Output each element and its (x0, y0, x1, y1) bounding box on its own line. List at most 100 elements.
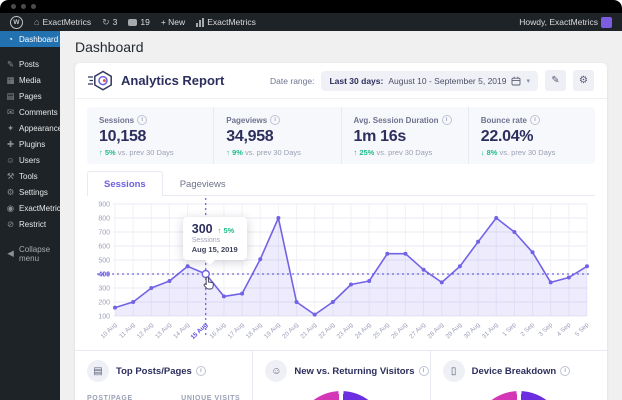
svg-text:100: 100 (98, 313, 110, 320)
sidebar-item-posts[interactable]: ✎ Posts (0, 56, 60, 72)
sidebar-item-pages[interactable]: ▤ Pages (0, 88, 60, 104)
sidebar-item-settings[interactable]: ⚙ Settings (0, 184, 60, 200)
exactmetrics-icon: ◉ (6, 202, 15, 213)
site-menu[interactable]: ⌂ ExactMetrics (34, 17, 91, 27)
sidebar-item-label: ExactMetrics (19, 203, 65, 213)
info-icon[interactable]: i (137, 115, 148, 125)
updates-count: 3 (112, 17, 118, 27)
sidebar-item-exactmetrics[interactable]: ◉ ExactMetrics (0, 200, 65, 216)
collapse-icon: ◀ (7, 248, 14, 259)
panel-title: Top Posts/Pages i (116, 366, 206, 377)
howdy-label: Howdy, ExactMetrics (519, 17, 598, 27)
stat-value: 1m 16s (353, 128, 407, 145)
media-icon: ▦ (6, 74, 15, 85)
date-range-preset: Last 30 days: (329, 75, 384, 86)
home-icon: ⌂ (34, 16, 40, 27)
stat-card-sessions: Sessions i 10,158 ↑ 5% vs. prev 30 Days (87, 107, 213, 164)
people-icon: ☺ (265, 360, 288, 382)
device-icon: ▯ (442, 360, 465, 382)
stat-value: 10,158 (99, 128, 147, 145)
svg-text:200: 200 (98, 299, 110, 306)
sidebar-item-label: Tools (19, 171, 38, 181)
new-content-menu[interactable]: + New (161, 17, 185, 27)
appearance-icon: ✦ (6, 122, 15, 133)
sidebar-item-label: Posts (19, 59, 40, 69)
svg-text:25 Aug: 25 Aug (372, 321, 391, 340)
exactmetrics-admin-menu[interactable]: ExactMetrics (196, 17, 256, 27)
panel-top-posts-pages: ▤ Top Posts/Pages i POST/PAGE UNIQUE VISITS (75, 351, 252, 400)
svg-text:16 Aug: 16 Aug (209, 321, 228, 340)
svg-text:400: 400 (98, 271, 110, 278)
admin-bar: W ⌂ ExactMetrics ↻ 3 19 + New ExactMetrics… (0, 13, 622, 31)
stat-value: 22.04% (480, 128, 534, 145)
svg-text:900: 900 (98, 201, 110, 208)
comments-count: 19 (140, 17, 150, 27)
tab-sessions[interactable]: Sessions (87, 171, 163, 197)
sidebar-item-users[interactable]: ☺ Users (0, 152, 60, 168)
panel-title: New vs. Returning Visitors i (294, 366, 429, 377)
settings-icon: ⚙ (6, 186, 15, 197)
svg-text:600: 600 (98, 243, 110, 250)
svg-text:21 Aug: 21 Aug (299, 321, 318, 340)
stat-card-pageviews: Pageviews i 34,958 ↑ 9% vs. prev 30 Days (213, 107, 340, 164)
sidebar-item-comments[interactable]: ✉ Comments (0, 104, 60, 120)
updates-menu[interactable]: ↻ 3 (102, 17, 117, 27)
comments-menu[interactable]: 19 (128, 17, 150, 27)
svg-text:22 Aug: 22 Aug (317, 321, 336, 340)
svg-text:5 Sep: 5 Sep (574, 321, 591, 338)
stat-delta: ↑ 5% vs. prev 30 Days (99, 148, 174, 157)
analytics-report-card: Analytics Report Date range: Last 30 day… (75, 63, 607, 400)
stat-card-bounce-rate: Bounce rate i 22.04% ↓ 8% vs. prev 30 Days (467, 107, 595, 164)
edit-report-button[interactable]: ✎ (545, 70, 566, 91)
info-icon[interactable]: i (441, 115, 452, 125)
date-range-label: Date range: (270, 75, 315, 86)
wp-logo-menu[interactable]: W (10, 15, 23, 29)
howdy-menu[interactable]: Howdy, ExactMetrics (519, 16, 612, 28)
info-icon[interactable]: i (270, 115, 281, 125)
svg-text:24 Aug: 24 Aug (354, 321, 373, 340)
sidebar-item-appearance[interactable]: ✦ Appearance (0, 120, 62, 136)
site-name: ExactMetrics (42, 17, 92, 27)
svg-text:800: 800 (98, 215, 110, 222)
page-title: Dashboard (75, 39, 144, 55)
tools-icon: ⚒ (6, 170, 15, 181)
svg-text:17 Aug: 17 Aug (227, 321, 246, 340)
info-icon[interactable]: i (418, 366, 429, 376)
sidebar-item-label: Users (19, 155, 40, 165)
bar-chart-icon (196, 17, 205, 27)
svg-text:3 Sep: 3 Sep (538, 321, 555, 338)
sidebar-item-label: Settings (19, 187, 48, 197)
column-header-unique-visits: UNIQUE VISITS (181, 395, 241, 400)
svg-text:300: 300 (98, 285, 110, 292)
svg-text:14 Aug: 14 Aug (172, 321, 191, 340)
posts-icon: ✎ (6, 58, 15, 69)
sidebar-item-tools[interactable]: ⚒ Tools (0, 168, 60, 184)
report-settings-button[interactable]: ⚙ (573, 70, 594, 91)
svg-text:2 Sep: 2 Sep (519, 321, 536, 338)
date-range-picker[interactable]: Last 30 days: August 10 - September 5, 2… (321, 70, 538, 91)
sidebar-item-collapse-menu[interactable]: ◀ Collapse menu (0, 241, 60, 266)
info-icon[interactable]: i (195, 366, 206, 376)
exactmetrics-label: ExactMetrics (207, 17, 256, 27)
tab-pageviews[interactable]: Pageviews (179, 179, 226, 190)
info-icon[interactable]: i (560, 366, 571, 376)
info-icon[interactable]: i (529, 115, 540, 125)
stat-label: Avg. Session Duration (353, 115, 439, 125)
sidebar-item-plugins[interactable]: ✚ Plugins (0, 136, 60, 152)
chart-tabs: Sessions Pageviews (87, 170, 595, 197)
window-control-dot[interactable] (31, 4, 36, 9)
svg-text:28 Aug: 28 Aug (426, 321, 445, 340)
window-control-dot[interactable] (21, 4, 26, 9)
svg-text:26 Aug: 26 Aug (390, 321, 409, 340)
sessions-line-chart[interactable]: 100 200 300 400 500 600 700 800 900 10 Aug 11 Aug 1… (87, 198, 595, 348)
panel-device-breakdown: ▯ Device Breakdown i (429, 351, 607, 400)
window-control-dot[interactable] (11, 4, 16, 9)
svg-text:19 Aug: 19 Aug (263, 321, 282, 340)
chevron-down-icon: ▾ (526, 77, 530, 85)
sidebar-item-dashboard[interactable]: ◔ Dashboard (0, 31, 60, 47)
sidebar-item-label: Comments (19, 107, 58, 117)
sidebar-item-media[interactable]: ▦ Media (0, 72, 60, 88)
svg-text:29 Aug: 29 Aug (445, 321, 464, 340)
sidebar-item-restrict[interactable]: ⊘ Restrict (0, 216, 60, 232)
